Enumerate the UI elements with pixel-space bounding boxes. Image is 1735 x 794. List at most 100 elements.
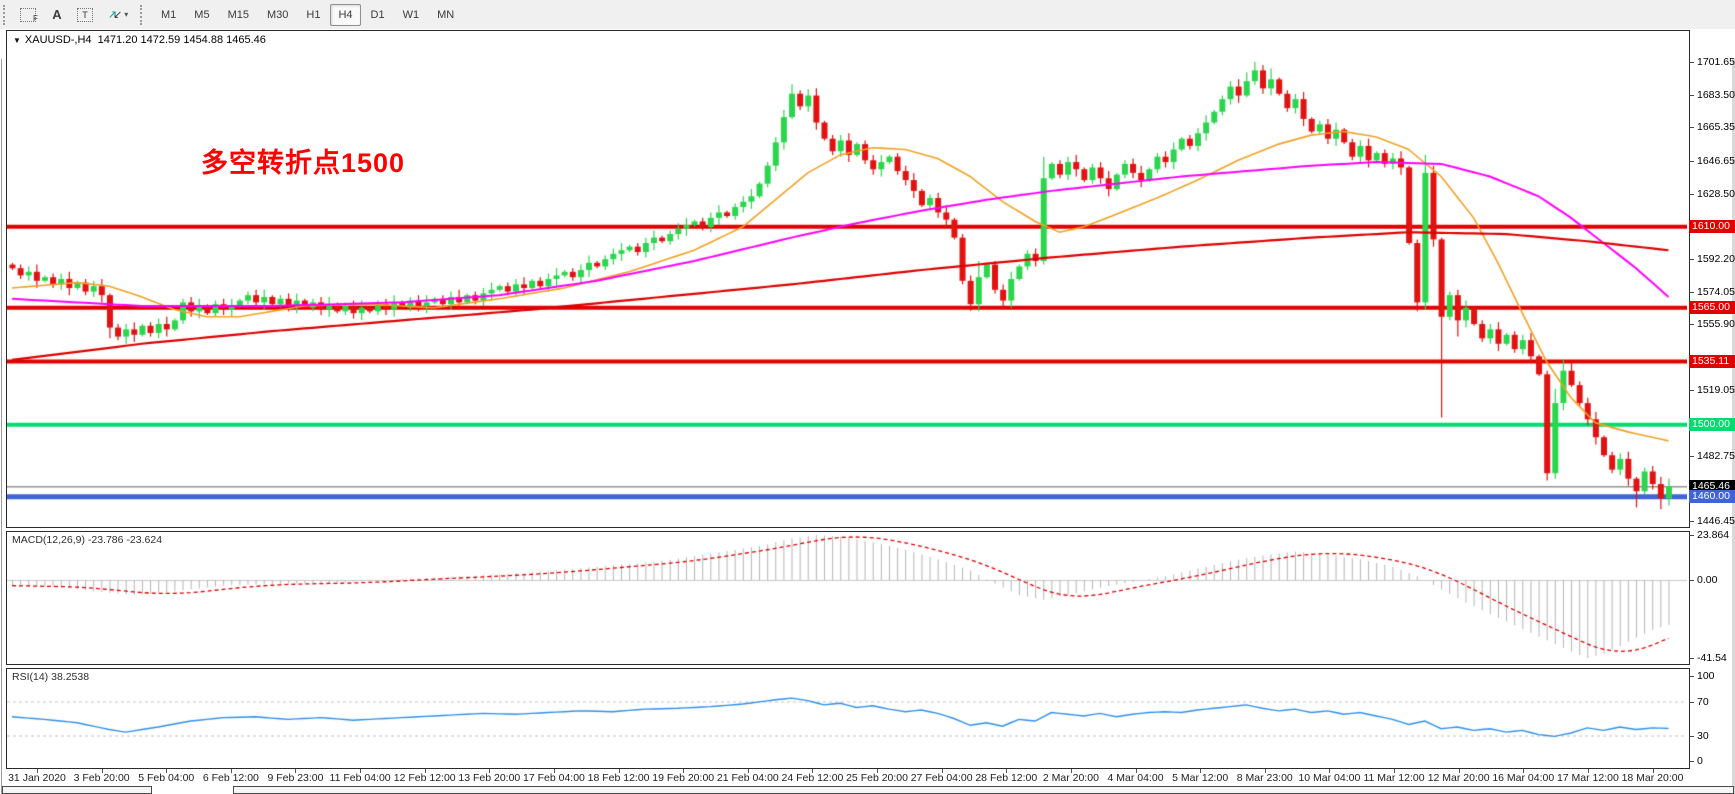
rsi-scale-label: 100 <box>1697 670 1715 682</box>
rsi-scale-label: 0 <box>1697 755 1703 767</box>
time-tick <box>683 769 685 773</box>
time-label: 11 Mar 12:00 <box>1363 772 1425 784</box>
time-label: 31 Jan 2020 <box>8 772 66 784</box>
axis-tick <box>1689 94 1694 96</box>
price-tick-label: 1446.45 <box>1697 515 1735 527</box>
collapse-triangle-icon[interactable]: ▼ <box>13 36 21 45</box>
time-tick <box>1329 769 1331 773</box>
axis-tick <box>1689 701 1694 703</box>
time-label: 2 Mar 20:00 <box>1042 772 1099 784</box>
time-label: 8 Mar 23:00 <box>1236 772 1293 784</box>
scrollbar-thumb[interactable] <box>2 786 152 794</box>
time-label: 9 Feb 23:00 <box>267 772 324 784</box>
time-label: 17 Mar 12:00 <box>1556 772 1619 784</box>
timeframe-button-D1[interactable]: D1 <box>370 8 385 21</box>
timeframe-button-W1[interactable]: W1 <box>402 8 420 21</box>
ohlc-low: 1454.88 <box>183 34 224 46</box>
macd-canvas[interactable] <box>7 532 1687 664</box>
text-label-button[interactable]: A <box>44 3 70 27</box>
grid-f-label: F <box>33 14 38 23</box>
rsi-scale-label: 30 <box>1697 729 1709 742</box>
time-tick <box>424 769 426 773</box>
time-tick <box>101 769 103 773</box>
grid-icon <box>20 7 37 22</box>
axis-tick <box>1689 258 1694 260</box>
time-label: 25 Feb 20:00 <box>846 772 908 784</box>
rsi-value: 38.2538 <box>51 671 90 683</box>
time-tick <box>360 769 362 773</box>
axis-tick <box>1689 735 1694 737</box>
arrow-objects-button[interactable]: ↗ ↙ ▾ <box>100 3 136 27</box>
axis-tick <box>1689 658 1694 660</box>
time-tick <box>1135 769 1137 773</box>
time-label: 24 Feb 12:00 <box>781 772 844 784</box>
time-label: 16 Mar 04:00 <box>1492 772 1555 784</box>
template-grid-button[interactable]: F <box>16 3 42 27</box>
axis-tick <box>1689 761 1694 762</box>
timeframe-button-M1[interactable]: M1 <box>161 8 177 21</box>
time-label: 18 Mar 20:00 <box>1621 772 1684 784</box>
time-label: 3 Feb 20:00 <box>73 772 130 784</box>
axis-tick <box>1689 160 1694 162</box>
time-tick <box>1458 769 1460 773</box>
macd-scale-label: 23.864 <box>1697 528 1730 541</box>
time-label: 4 Mar 04:00 <box>1107 772 1164 784</box>
macd-signal-value: -23.624 <box>126 534 163 546</box>
macd-scale-label: 0.00 <box>1697 574 1718 586</box>
arrow-down-icon: ↙ <box>112 9 123 21</box>
ohlc-high: 1472.59 <box>140 34 181 46</box>
time-label: 28 Feb 12:00 <box>975 772 1038 784</box>
rsi-canvas[interactable] <box>7 669 1687 768</box>
timeframe-button-H4[interactable]: H4 <box>330 3 361 26</box>
axis-tick <box>1689 390 1694 392</box>
time-label: 5 Feb 04:00 <box>138 772 195 784</box>
timeframe-button-M30[interactable]: M30 <box>266 8 289 21</box>
price-tick-label: 1592.20 <box>1697 252 1735 265</box>
macd-main-value: -23.786 <box>87 534 124 546</box>
time-tick <box>1200 769 1202 773</box>
rsi-scale-label: 70 <box>1697 695 1709 708</box>
timeframe-button-H1[interactable]: H1 <box>306 8 321 21</box>
macd-label: MACD(12,26,9) -23.786 -23.624 <box>12 534 163 546</box>
timeframe-button-M5[interactable]: M5 <box>194 8 210 21</box>
price-tick-label: 1574.05 <box>1697 285 1735 298</box>
candlestick-chart-canvas[interactable] <box>7 31 1687 527</box>
time-tick <box>166 769 168 773</box>
macd-pane: MACD(12,26,9) -23.786 -23.624 <box>6 531 1690 665</box>
time-tick <box>1264 769 1266 773</box>
timeframe-button-MN[interactable]: MN <box>437 8 455 21</box>
time-label: 12 Feb 12:00 <box>393 772 456 784</box>
price-flag-1565.00: 1565.00 <box>1689 301 1735 315</box>
scrollbar-track[interactable] <box>233 786 1734 794</box>
time-label: 13 Feb 20:00 <box>458 772 521 784</box>
price-flag-1610.00: 1610.00 <box>1689 220 1735 234</box>
price-tick-label: 1646.65 <box>1697 154 1735 167</box>
price-flag-1460.00: 1460.00 <box>1689 490 1735 504</box>
time-tick <box>812 769 814 773</box>
axis-tick <box>1689 324 1694 326</box>
axis-tick <box>1689 676 1694 677</box>
chart-annotation-text: 多空转折点1500 <box>201 148 406 178</box>
ohlc-close: 1465.46 <box>226 34 266 46</box>
time-tick <box>1394 769 1396 773</box>
price-tick-label: 1665.35 <box>1697 121 1735 134</box>
text-t-icon: T <box>77 7 93 22</box>
time-tick <box>618 769 620 773</box>
price-tick-label: 1482.75 <box>1697 449 1735 462</box>
text-box-button[interactable]: T <box>72 3 98 27</box>
time-tick <box>230 769 232 773</box>
timeframe-button-M15[interactable]: M15 <box>227 8 249 21</box>
axis-tick <box>1689 455 1694 457</box>
ohlc-open: 1471.20 <box>97 34 138 46</box>
timeframe-group: M1 M5 M15 M30 H1 H4 D1 W1 MN <box>152 3 463 26</box>
axis-tick <box>1689 127 1694 129</box>
window-left-border <box>1 59 2 794</box>
axis-tick <box>1689 291 1694 293</box>
macd-scale-label: -41.54 <box>1697 652 1727 665</box>
toolbar-separator <box>140 4 149 25</box>
axis-tick <box>1689 534 1694 536</box>
time-tick <box>747 769 749 773</box>
price-chart-pane: ▼ XAUUSD-,H4 1471.20 1472.59 1454.88 1465… <box>6 30 1690 528</box>
toolbar-drag-handle[interactable] <box>3 4 12 25</box>
rsi-pane: RSI(14) 38.2538 <box>6 668 1690 769</box>
